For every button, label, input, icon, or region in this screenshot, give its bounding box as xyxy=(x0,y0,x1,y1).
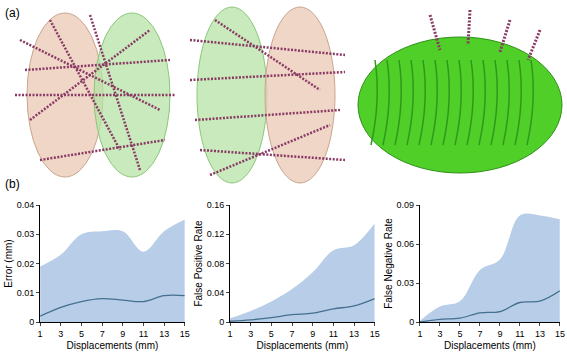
svg-text:11: 11 xyxy=(139,329,148,339)
svg-text:0.06: 0.06 xyxy=(397,239,415,249)
svg-text:Displacements (mm): Displacements (mm) xyxy=(257,340,349,351)
svg-text:5: 5 xyxy=(269,329,274,339)
svg-text:(b): (b) xyxy=(5,177,20,191)
svg-text:Displacements (mm): Displacements (mm) xyxy=(444,340,536,351)
svg-text:11: 11 xyxy=(515,329,524,339)
svg-text:0.03: 0.03 xyxy=(17,229,35,239)
svg-text:5: 5 xyxy=(457,329,462,339)
svg-text:9: 9 xyxy=(120,329,125,339)
svg-text:3: 3 xyxy=(437,329,442,339)
svg-text:0: 0 xyxy=(409,317,414,327)
svg-text:1: 1 xyxy=(417,329,422,339)
svg-text:9: 9 xyxy=(310,329,315,339)
svg-text:13: 13 xyxy=(535,329,545,339)
svg-text:1: 1 xyxy=(38,329,43,339)
svg-text:13: 13 xyxy=(159,329,169,339)
svg-text:Displacements (mm): Displacements (mm) xyxy=(67,340,159,351)
svg-text:0.09: 0.09 xyxy=(397,200,415,210)
svg-text:7: 7 xyxy=(290,329,295,339)
svg-text:0.04: 0.04 xyxy=(17,200,35,210)
svg-text:0.01: 0.01 xyxy=(17,288,35,298)
svg-text:13: 13 xyxy=(349,329,359,339)
svg-text:0: 0 xyxy=(29,317,34,327)
svg-text:15: 15 xyxy=(180,329,190,339)
svg-text:15: 15 xyxy=(370,329,380,339)
svg-text:0.03: 0.03 xyxy=(397,278,415,288)
svg-text:(a): (a) xyxy=(5,6,20,20)
svg-text:15: 15 xyxy=(555,329,565,339)
svg-text:0.04: 0.04 xyxy=(207,288,225,298)
svg-text:0.12: 0.12 xyxy=(207,229,225,239)
svg-text:5: 5 xyxy=(79,329,84,339)
svg-text:Error (mm): Error (mm) xyxy=(3,239,14,287)
svg-text:False Negative Rate: False Negative Rate xyxy=(383,218,394,309)
svg-text:False Positive Rate: False Positive Rate xyxy=(193,220,204,307)
svg-text:3: 3 xyxy=(58,329,63,339)
svg-text:0: 0 xyxy=(219,317,224,327)
svg-text:0.02: 0.02 xyxy=(17,259,35,269)
svg-text:0.16: 0.16 xyxy=(207,200,225,210)
svg-text:7: 7 xyxy=(100,329,105,339)
svg-text:0.08: 0.08 xyxy=(207,259,225,269)
svg-text:3: 3 xyxy=(248,329,253,339)
svg-text:11: 11 xyxy=(329,329,338,339)
svg-text:9: 9 xyxy=(497,329,502,339)
svg-text:1: 1 xyxy=(228,329,233,339)
svg-text:7: 7 xyxy=(477,329,482,339)
